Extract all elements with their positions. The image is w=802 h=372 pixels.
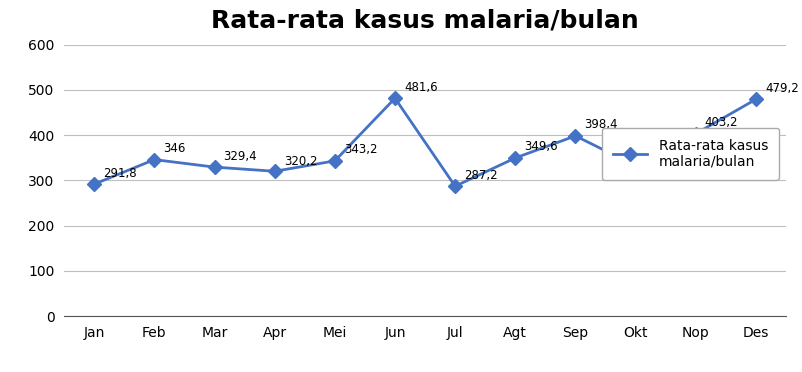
Text: 479,2: 479,2 xyxy=(765,82,799,95)
Rata-rata kasus
malaria/bulan xyxy=(571,134,581,138)
Text: 343,2: 343,2 xyxy=(344,143,378,156)
Rata-rata kasus
malaria/bulan xyxy=(269,169,279,173)
Text: 320,2: 320,2 xyxy=(284,155,318,168)
Rata-rata kasus
malaria/bulan xyxy=(210,165,220,169)
Rata-rata kasus
malaria/bulan xyxy=(691,131,701,136)
Title: Rata-rata kasus malaria/bulan: Rata-rata kasus malaria/bulan xyxy=(211,9,639,33)
Text: 287,2: 287,2 xyxy=(464,169,498,182)
Rata-rata kasus
malaria/bulan xyxy=(751,97,761,102)
Text: 349,6: 349,6 xyxy=(525,141,558,153)
Rata-rata kasus
malaria/bulan xyxy=(89,182,99,186)
Rata-rata kasus
malaria/bulan xyxy=(451,184,460,189)
Rata-rata kasus
malaria/bulan xyxy=(330,158,340,163)
Rata-rata kasus
malaria/bulan xyxy=(149,157,159,162)
Rata-rata kasus
malaria/bulan xyxy=(630,164,640,168)
Text: 329,4: 329,4 xyxy=(224,151,257,163)
Legend: Rata-rata kasus
malaria/bulan: Rata-rata kasus malaria/bulan xyxy=(602,128,779,180)
Text: 291,8: 291,8 xyxy=(103,167,137,180)
Line: Rata-rata kasus
malaria/bulan: Rata-rata kasus malaria/bulan xyxy=(89,93,761,191)
Text: 403,2: 403,2 xyxy=(705,116,739,129)
Rata-rata kasus
malaria/bulan xyxy=(511,156,520,160)
Text: 332,4: 332,4 xyxy=(645,149,678,162)
Rata-rata kasus
malaria/bulan xyxy=(390,96,399,100)
Text: 481,6: 481,6 xyxy=(404,81,438,94)
Text: 398,4: 398,4 xyxy=(585,118,618,131)
Text: 346: 346 xyxy=(164,142,186,155)
